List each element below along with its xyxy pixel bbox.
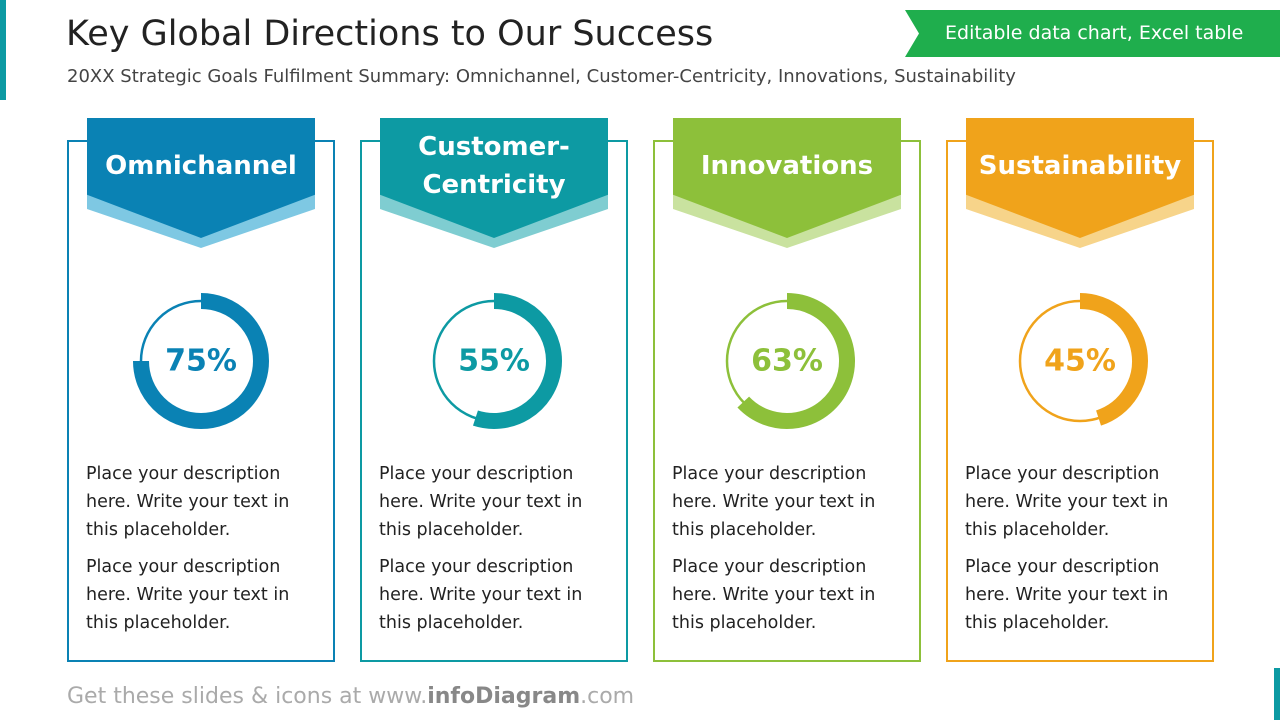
donut-arc <box>472 293 562 429</box>
donut-label: 55% <box>458 344 530 379</box>
corner-accent <box>1274 668 1280 720</box>
donut-arc <box>737 293 855 429</box>
description: Place your description here. Write your … <box>86 464 290 540</box>
side-accent <box>0 0 6 100</box>
donut-label: 45% <box>1044 344 1116 379</box>
ribbon: Innovations <box>673 118 901 248</box>
subtitle: 20XX Strategic Goals Fulfilment Summary:… <box>67 66 1016 87</box>
card-title: Customer-Centricity <box>418 132 570 200</box>
title: Key Global Directions to Our Success <box>66 14 714 54</box>
description: Place your description here. Write your … <box>965 464 1169 540</box>
description: Place your description here. Write your … <box>672 464 876 540</box>
donut-arc <box>133 293 269 429</box>
description: Place your description here. Write your … <box>672 557 876 633</box>
badge: Editable data chart, Excel table <box>905 10 1280 57</box>
description: Place your description here. Write your … <box>379 557 583 633</box>
donut-chart: 55% <box>432 293 562 429</box>
donut-label: 75% <box>165 344 237 379</box>
footer-text: .com <box>580 684 635 709</box>
donut-chart: 75% <box>133 293 269 429</box>
donut-chart: 45% <box>1018 293 1148 426</box>
footer: Get these slides & icons at www.infoDiag… <box>67 684 634 709</box>
ribbon: Customer-Centricity <box>380 118 608 248</box>
card-title: Omnichannel <box>105 151 297 181</box>
donut-label: 63% <box>751 344 823 379</box>
description: Place your description here. Write your … <box>86 557 290 633</box>
description: Place your description here. Write your … <box>379 464 583 540</box>
footer-text: Get these slides & icons at www. <box>67 684 428 709</box>
ribbon: Omnichannel <box>87 118 315 248</box>
donut-arc <box>1079 293 1148 426</box>
card-title: Innovations <box>700 151 874 181</box>
description: Place your description here. Write your … <box>965 557 1169 633</box>
footer-brand: infoDiagram <box>427 684 581 709</box>
donut-chart: 63% <box>725 293 855 429</box>
ribbon: Sustainability <box>966 118 1194 248</box>
card-title: Sustainability <box>978 151 1182 181</box>
